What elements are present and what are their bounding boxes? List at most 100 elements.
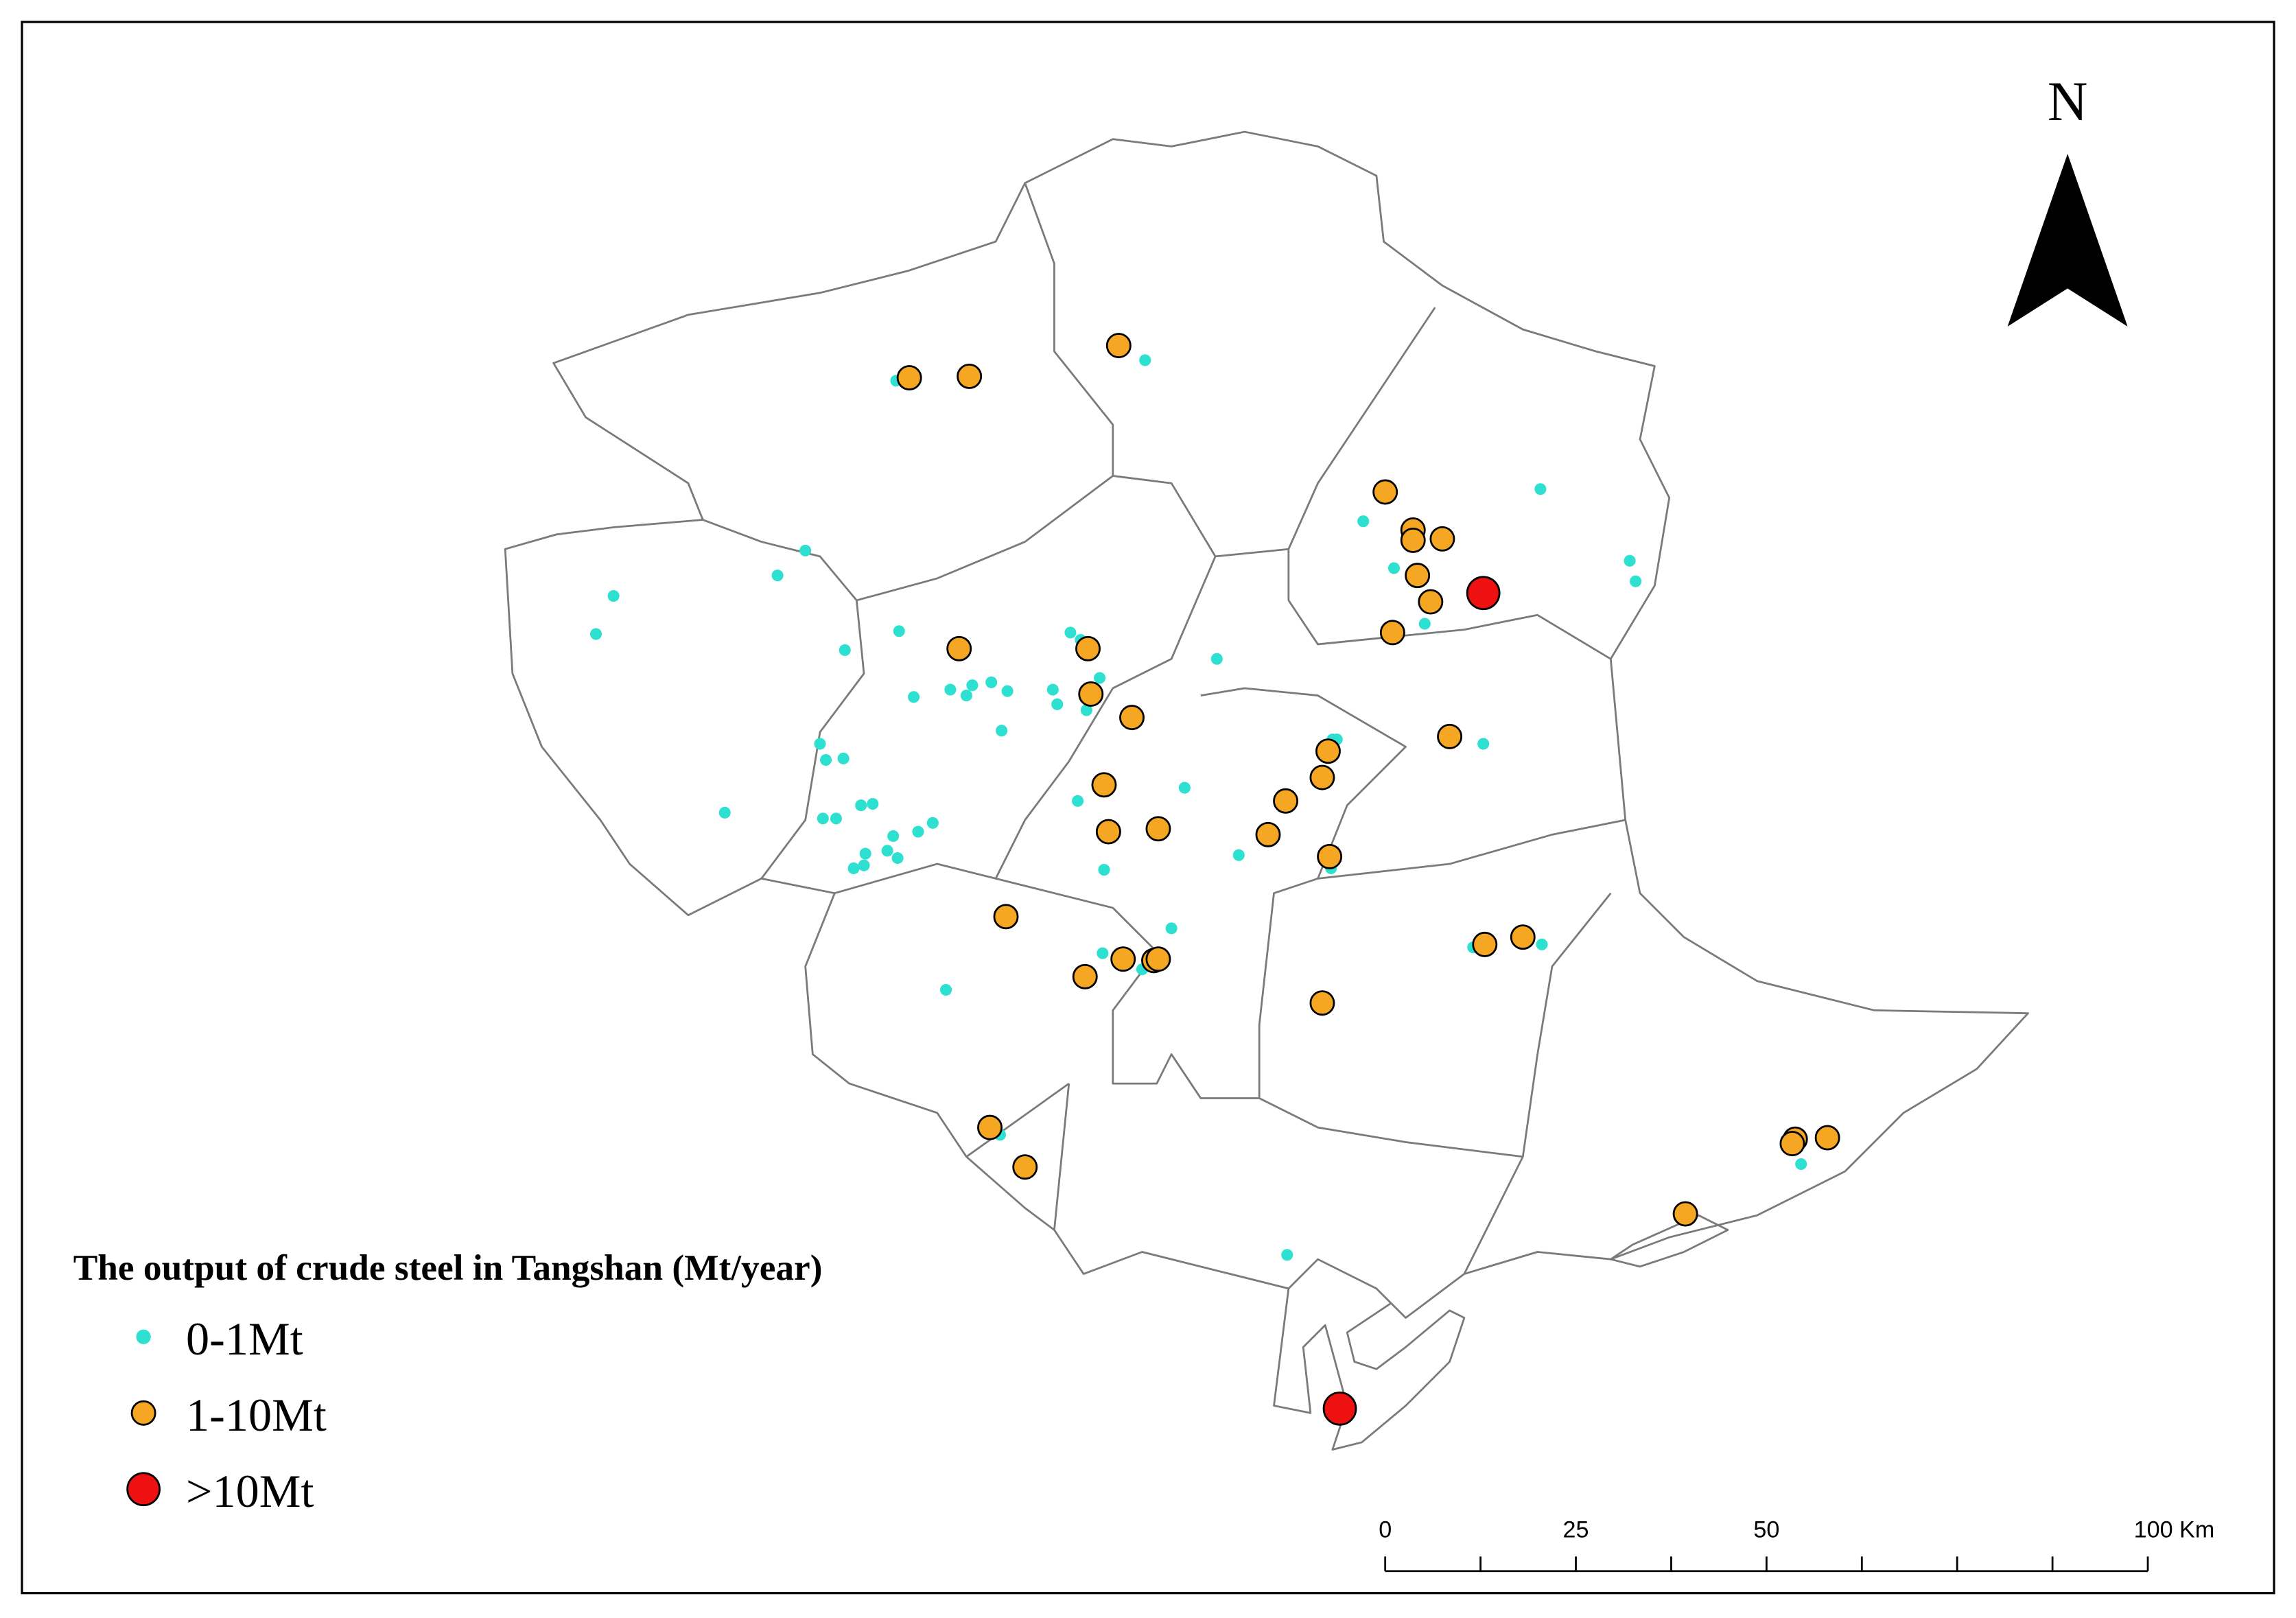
plant-marker [1317, 843, 1343, 869]
legend-label: 0-1Mt [186, 1313, 303, 1365]
steel-plants [589, 333, 1840, 1426]
plant-marker [1098, 864, 1110, 876]
plant-marker [993, 904, 1019, 930]
plant-marker [944, 683, 957, 696]
plant-marker [820, 753, 832, 766]
plant-marker [1139, 354, 1151, 366]
plant-marker [912, 825, 924, 838]
north-label: N [2048, 71, 2088, 132]
scale-label: 0 [1379, 1517, 1392, 1543]
plant-marker [1779, 1131, 1805, 1157]
plant-marker [1064, 626, 1077, 639]
plant-marker [867, 797, 879, 810]
plant-marker [1145, 946, 1171, 972]
plant-marker [1110, 946, 1136, 972]
island [1609, 1214, 1729, 1268]
plant-marker [1624, 554, 1636, 567]
plant-marker [957, 363, 983, 389]
north-arrow [2007, 154, 2128, 327]
plant-marker [1095, 819, 1121, 845]
plant-marker [1051, 698, 1064, 710]
plant-marker [1534, 483, 1547, 495]
plant-marker [1357, 515, 1370, 528]
plant-marker [817, 812, 829, 825]
plant-marker [887, 830, 900, 843]
plant-marker [1510, 924, 1536, 950]
plant-marker [1309, 990, 1335, 1016]
plant-marker [1477, 738, 1490, 750]
plant-marker [1178, 782, 1191, 794]
plant-marker [908, 691, 920, 703]
plant-marker [1387, 562, 1401, 574]
map-frame [21, 21, 2275, 1595]
coast-port [1273, 1288, 1466, 1451]
plant-marker [1091, 772, 1117, 798]
plant-marker [1072, 963, 1098, 989]
plant-marker [893, 625, 905, 637]
scale-label: 25 [1563, 1517, 1589, 1543]
plant-marker [1210, 653, 1223, 665]
plant-marker [1165, 922, 1178, 935]
plant-marker [1255, 821, 1281, 847]
plant-marker [837, 752, 850, 764]
plant-marker [1418, 589, 1444, 615]
plant-marker [966, 679, 979, 692]
plant-marker [1012, 1154, 1038, 1180]
plant-marker [926, 817, 939, 829]
legend-marker [126, 1472, 161, 1507]
plant-marker [1080, 704, 1092, 716]
plant-marker [855, 799, 867, 812]
legend-marker [136, 1329, 151, 1344]
plant-marker [946, 635, 972, 661]
plant-marker [1814, 1125, 1840, 1151]
legend-title: The output of crude steel in Tangshan (M… [73, 1247, 823, 1288]
plant-marker [1232, 849, 1245, 861]
plant-marker [1315, 738, 1341, 764]
plant-marker [977, 1114, 1003, 1140]
plant-marker [607, 589, 620, 602]
plant-marker [799, 544, 812, 556]
scale-bar: 0 25 50 100 Km [1379, 1517, 2215, 1573]
plant-marker [1405, 563, 1431, 589]
plant-marker [814, 738, 826, 750]
plant-marker [1437, 723, 1463, 749]
plant-marker [1672, 1201, 1698, 1227]
plant-marker [1418, 618, 1431, 630]
plant-marker [1001, 685, 1014, 697]
plant-marker [1097, 947, 1109, 959]
plant-marker [1372, 479, 1398, 505]
plant-marker [1466, 576, 1501, 611]
plant-marker [1046, 683, 1059, 696]
plant-marker [1630, 575, 1642, 587]
scale-label: 100 Km [2134, 1517, 2215, 1543]
plant-marker [718, 806, 731, 819]
plant-marker [1105, 333, 1132, 359]
plant-marker [996, 725, 1008, 737]
plant-marker [1795, 1158, 1807, 1171]
plant-marker [1075, 635, 1101, 661]
plant-marker [1536, 938, 1548, 950]
plant-marker [1379, 620, 1405, 646]
plant-marker [881, 845, 893, 857]
plant-marker [1119, 705, 1145, 731]
plant-marker [858, 859, 870, 871]
plant-marker [1145, 816, 1171, 842]
outer-boundary [504, 130, 2029, 1319]
legend-label: 1-10Mt [186, 1389, 327, 1441]
plant-marker [1400, 527, 1426, 553]
plant-marker [771, 570, 784, 582]
plant-marker [859, 847, 871, 860]
plant-marker [1472, 931, 1498, 957]
plant-marker [896, 365, 922, 391]
legend: 0-1Mt 1-10Mt >10Mt [126, 1313, 327, 1517]
plant-marker [589, 628, 602, 640]
plant-marker [1429, 526, 1455, 552]
plant-marker [939, 984, 952, 996]
plant-marker [1072, 795, 1084, 807]
plant-marker [839, 644, 851, 657]
plant-marker [985, 676, 998, 688]
plant-marker [891, 852, 904, 865]
plant-marker [960, 690, 972, 702]
plant-marker [1309, 764, 1335, 790]
